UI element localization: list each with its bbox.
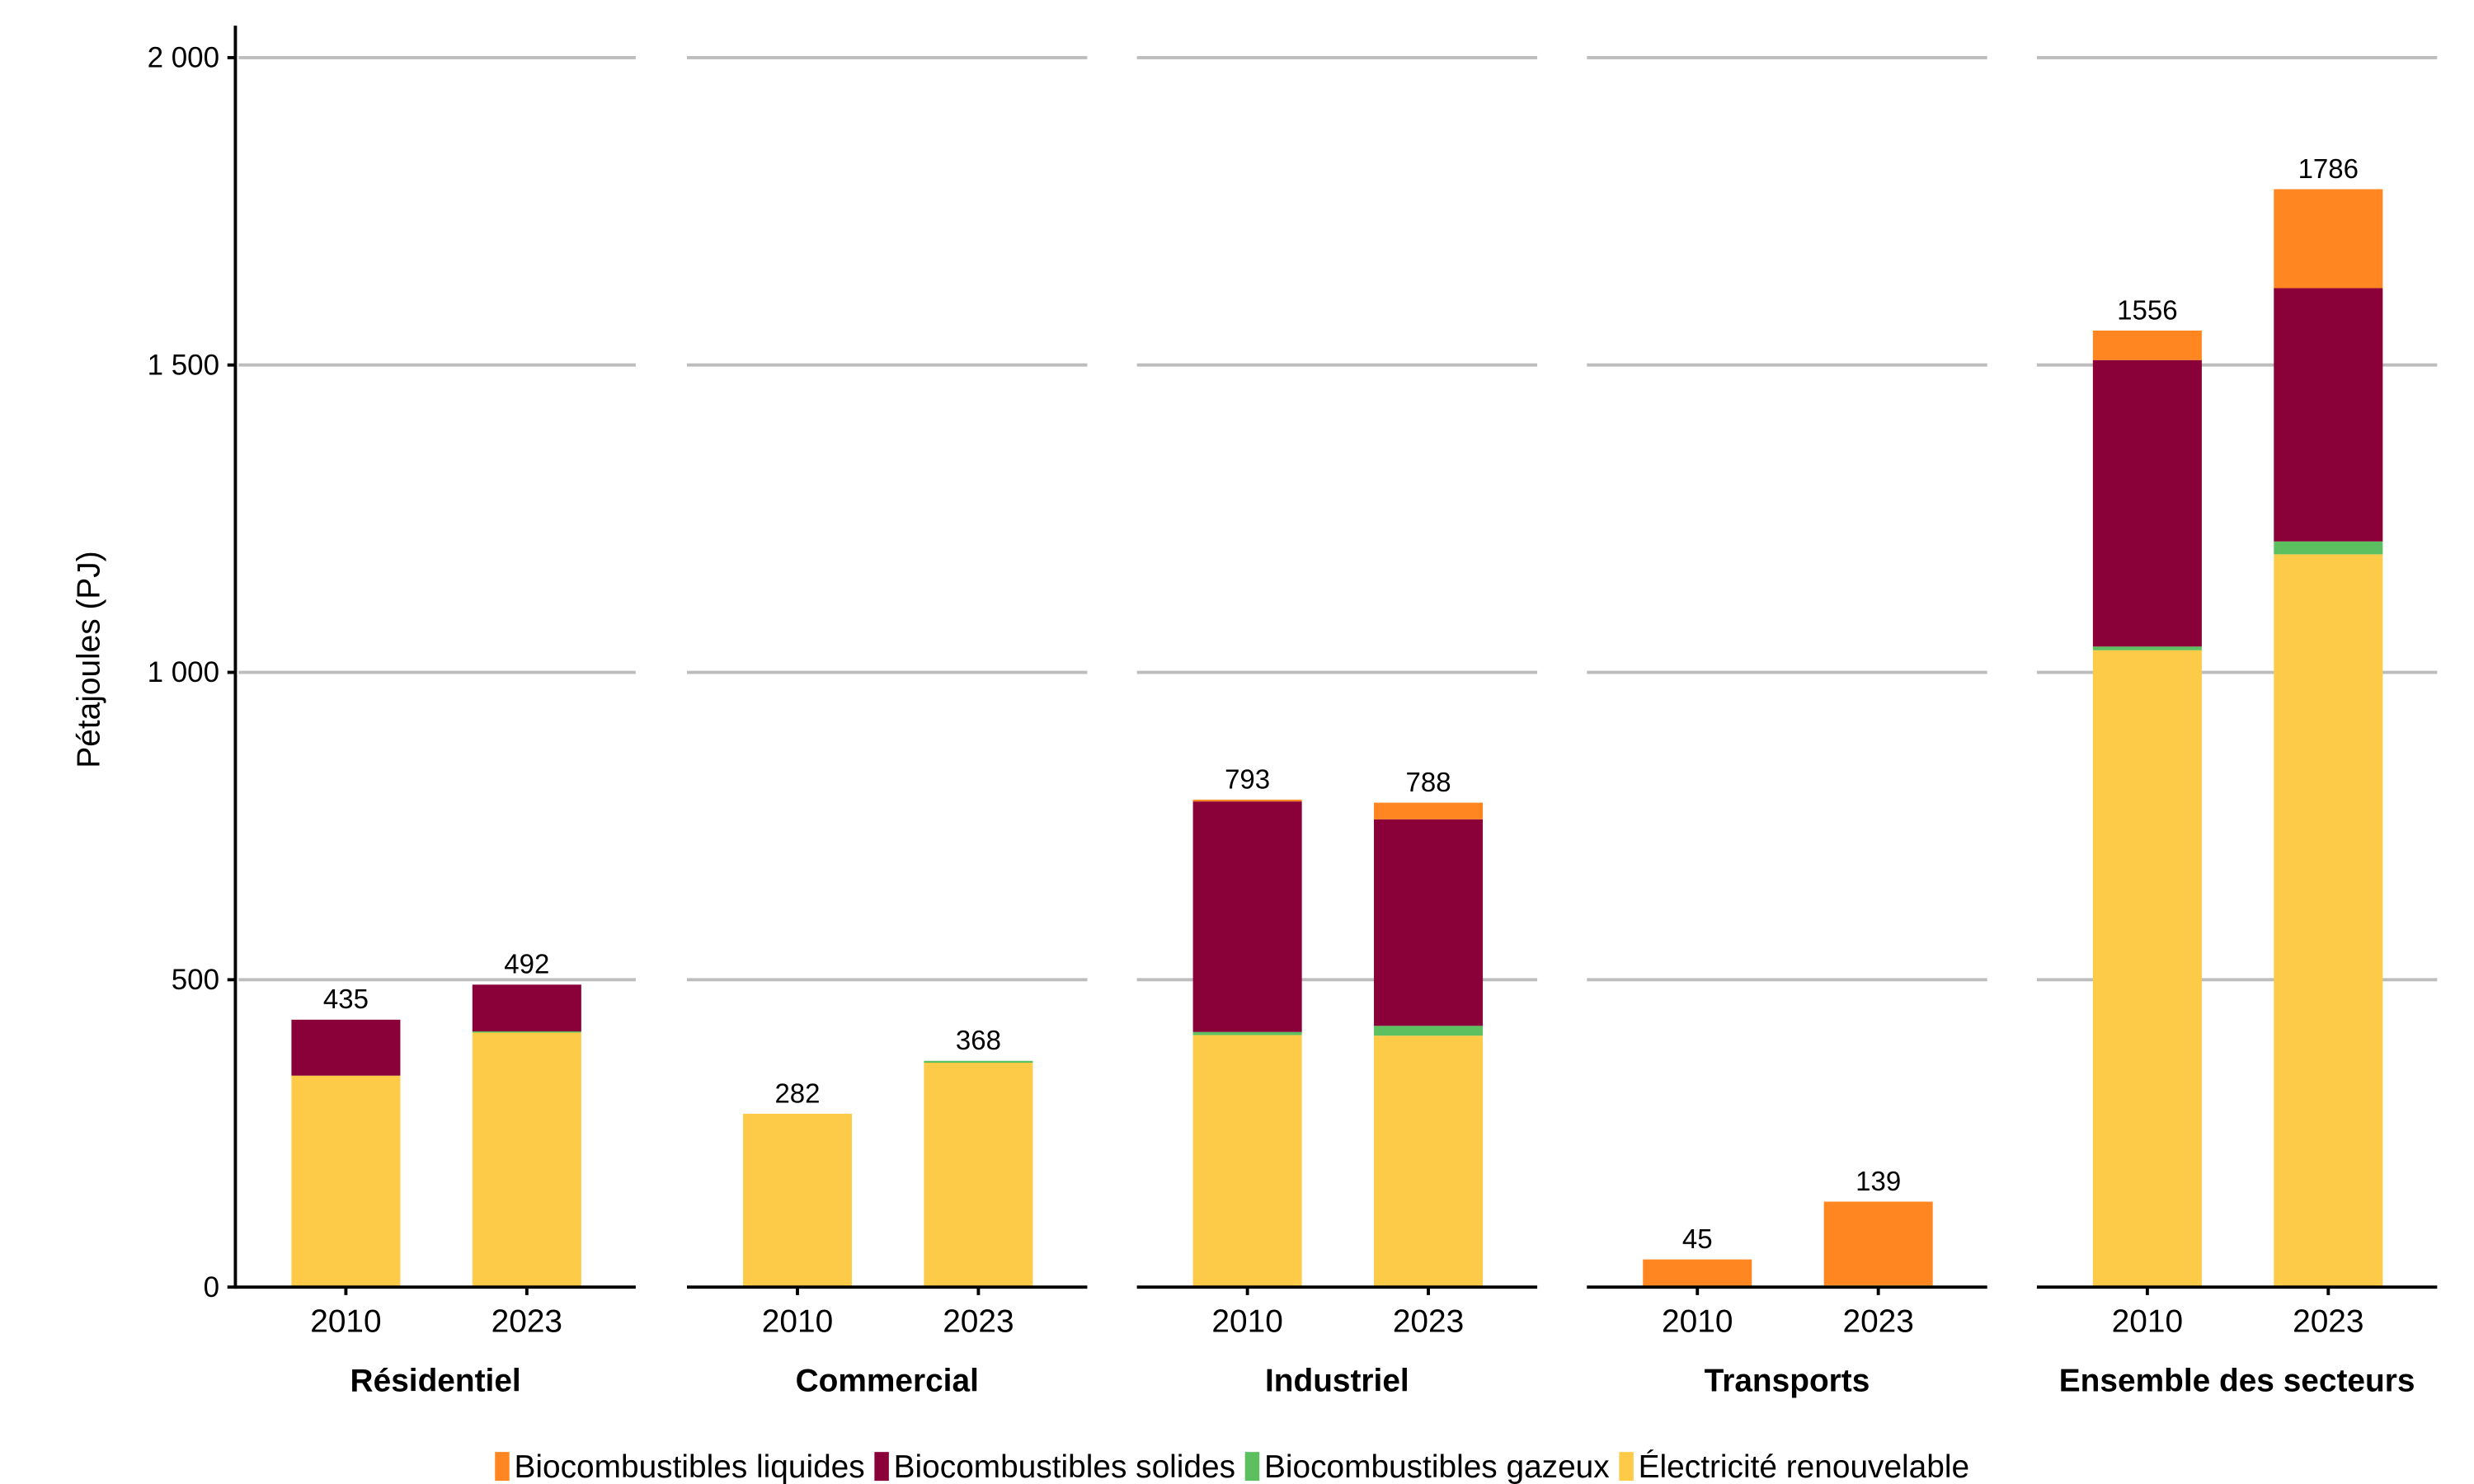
y-tick-label: 500 bbox=[172, 964, 219, 996]
bar-segment-electricite bbox=[2274, 554, 2383, 1288]
total-value-label: 45 bbox=[1682, 1223, 1713, 1254]
bar-segment-electricite bbox=[472, 1032, 581, 1288]
bar-segment-liquides bbox=[1643, 1259, 1752, 1288]
legend-swatch-liquides bbox=[495, 1452, 510, 1482]
bar-segment-gazeux bbox=[1374, 1026, 1484, 1036]
sector-label: Ensemble des secteurs bbox=[2059, 1363, 2415, 1398]
bar-segment-electricite bbox=[924, 1063, 1033, 1288]
total-value-label: 492 bbox=[504, 949, 549, 979]
total-value-label: 282 bbox=[774, 1078, 820, 1108]
total-value-label: 368 bbox=[956, 1025, 1001, 1055]
legend-label: Biocombustibles gazeux bbox=[1264, 1449, 1610, 1484]
bar-segment-liquides bbox=[2274, 189, 2383, 289]
total-value-label: 1556 bbox=[2117, 294, 2177, 325]
labels: 0 500 1 000 1 500 2 000 2010 435 2023 492 Résiden… bbox=[148, 42, 2415, 1399]
gridlines bbox=[238, 55, 2438, 982]
bar-segment-liquides bbox=[1374, 802, 1484, 819]
y-tick-label: 2 000 bbox=[148, 42, 219, 74]
bar-segment-gazeux bbox=[472, 1031, 581, 1033]
bar-segment-liquides bbox=[1823, 1201, 1933, 1285]
legend-label: Électricité renouvelable bbox=[1639, 1449, 1969, 1484]
bar-segment-solides bbox=[1374, 819, 1484, 1026]
bar-segment-solides bbox=[472, 984, 581, 1031]
sector-label: Résidentiel bbox=[350, 1363, 521, 1398]
year-label: 2010 bbox=[310, 1304, 381, 1340]
legend-swatch-gazeux bbox=[1244, 1452, 1260, 1482]
total-value-label: 1786 bbox=[2298, 153, 2359, 184]
total-value-label: 793 bbox=[1225, 763, 1270, 794]
legend-label: Biocombustibles solides bbox=[894, 1449, 1235, 1484]
bar-segment-gazeux bbox=[1192, 1031, 1302, 1036]
year-label: 2010 bbox=[2112, 1304, 2183, 1340]
y-tick-label: 0 bbox=[204, 1271, 219, 1303]
bar-segment-gazeux bbox=[924, 1060, 1033, 1064]
year-label: 2023 bbox=[1393, 1304, 1464, 1340]
bar-segment-solides bbox=[2274, 288, 2383, 542]
y-axis-title: Pétajoules (PJ) bbox=[71, 551, 106, 768]
sector-label: Industriel bbox=[1265, 1363, 1409, 1398]
bar-segment-electricite bbox=[291, 1075, 401, 1288]
axes bbox=[227, 26, 2438, 1295]
bar-segment-electricite bbox=[1192, 1035, 1302, 1288]
year-label: 2023 bbox=[1842, 1304, 1913, 1340]
y-tick-label: 1 000 bbox=[148, 656, 219, 688]
bar-segment-electricite bbox=[1374, 1036, 1484, 1288]
y-tick-label: 1 500 bbox=[148, 349, 219, 381]
year-label: 2010 bbox=[1211, 1304, 1282, 1340]
bar-segment-solides bbox=[291, 1019, 401, 1076]
bar-segment-gazeux bbox=[2092, 646, 2202, 650]
bar-segment-solides bbox=[1192, 801, 1302, 1032]
year-label: 2023 bbox=[492, 1304, 562, 1340]
sector-label: Commercial bbox=[796, 1363, 979, 1398]
total-value-label: 788 bbox=[1406, 767, 1451, 797]
legend: Biocombustibles liquides Biocombustibles … bbox=[495, 1449, 1969, 1484]
legend-swatch-electricite bbox=[1619, 1452, 1634, 1482]
bar-segment-liquides bbox=[1192, 799, 1302, 802]
bar-segment-electricite bbox=[2092, 650, 2202, 1288]
bar-segment-liquides bbox=[2092, 330, 2202, 360]
year-label: 2023 bbox=[943, 1304, 1014, 1340]
year-label: 2010 bbox=[762, 1304, 833, 1340]
legend-label: Biocombustibles liquides bbox=[515, 1449, 865, 1484]
sector-label: Transports bbox=[1705, 1363, 1870, 1398]
bar-segment-solides bbox=[2092, 359, 2202, 647]
legend-swatch-solides bbox=[874, 1452, 889, 1482]
bar-segment-gazeux bbox=[2274, 541, 2383, 555]
total-value-label: 139 bbox=[1856, 1166, 1901, 1196]
total-value-label: 435 bbox=[323, 984, 369, 1014]
bars bbox=[291, 189, 2383, 1288]
year-label: 2023 bbox=[2293, 1304, 2363, 1340]
bar-segment-electricite bbox=[742, 1113, 853, 1288]
year-label: 2010 bbox=[1662, 1304, 1733, 1340]
